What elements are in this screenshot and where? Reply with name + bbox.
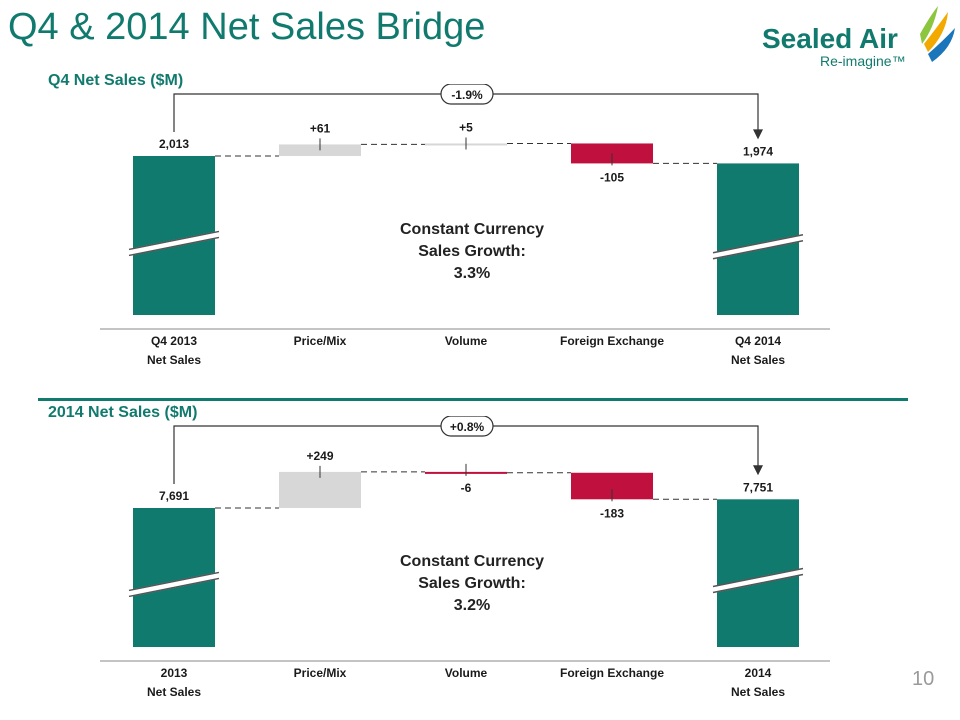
page-title: Q4 & 2014 Net Sales Bridge	[8, 6, 486, 48]
axis-break-line-a-4	[712, 567, 804, 588]
bar-value-label-3: -105	[600, 170, 624, 184]
section-divider	[38, 398, 908, 401]
ccg-text-2: 3.2%	[454, 597, 490, 614]
page-number: 10	[912, 668, 935, 690]
logo-tagline-text: Re-imagine™	[820, 53, 906, 69]
category-label-3-0: Foreign Exchange	[560, 666, 664, 680]
category-label-2-0: Volume	[445, 334, 488, 348]
axis-break-gap-4	[712, 234, 804, 260]
category-label-4-0: 2014	[745, 666, 772, 680]
change-percent-label: +0.8%	[450, 420, 485, 434]
axis-break-line-b-0	[128, 236, 220, 257]
category-label-1-0: Price/Mix	[294, 334, 347, 348]
bar-value-label-2: +5	[459, 120, 473, 134]
axis-break-line-b-4	[712, 240, 804, 260]
category-label-0-1: Net Sales	[147, 353, 201, 367]
change-arrowhead	[753, 129, 763, 140]
axis-break-gap-0	[128, 572, 220, 597]
ccg-text-0: Constant Currency	[400, 221, 544, 238]
category-label-0-1: Net Sales	[147, 685, 201, 699]
sealed-air-logo: Sealed Air Re-imagine™	[762, 4, 957, 72]
bar-value-label-4: 7,751	[743, 480, 773, 494]
category-label-4-1: Net Sales	[731, 685, 785, 699]
bar-value-label-0: 7,691	[159, 489, 189, 503]
axis-break-line-b-4	[712, 573, 804, 594]
ccg-text-2: 3.3%	[454, 265, 490, 282]
axis-break-line-a-0	[128, 230, 220, 251]
category-label-1-0: Price/Mix	[294, 666, 347, 680]
logo-sail-orange	[924, 12, 948, 52]
category-label-0-0: 2013	[161, 666, 188, 680]
logo-sail-green	[920, 6, 938, 44]
category-label-0-0: Q4 2013	[151, 334, 197, 348]
section-label-q4: Q4 Net Sales ($M)	[48, 72, 184, 89]
logo-mark: Sealed Air Re-imagine™	[762, 6, 955, 69]
axis-break-line-a-4	[712, 234, 804, 254]
annual-net-sales-bridge-chart: 7,691 +249 -6 -183 7,751 2013 Net Sales Price/M…	[100, 416, 830, 699]
axis-break-line-a-0	[128, 571, 220, 592]
ccg-text-1: Sales Growth:	[418, 575, 526, 592]
axis-break-gap-0	[128, 231, 220, 256]
change-arrowhead	[753, 465, 763, 476]
bar-value-label-2: -6	[461, 481, 472, 495]
bar-value-label-4: 1,974	[743, 144, 773, 158]
change-pill	[440, 416, 494, 437]
bar-value-label-1: +61	[310, 121, 331, 135]
bar-value-label-1: +249	[306, 449, 333, 463]
bar-1	[279, 471, 361, 508]
q4-net-sales-bridge-chart: 2,013 +61 +5 -105 1,974 Q4 2013 Net Sales Price…	[100, 84, 830, 367]
logo-sail-blue	[928, 28, 955, 62]
bar-value-label-3: -183	[600, 506, 624, 520]
category-label-3-0: Foreign Exchange	[560, 334, 664, 348]
axis-break-gap-4	[712, 568, 804, 593]
axis-break-line-b-0	[128, 577, 220, 598]
bar-value-label-0: 2,013	[159, 137, 189, 151]
ccg-text-0: Constant Currency	[400, 553, 544, 570]
section-label-2014: 2014 Net Sales ($M)	[48, 404, 198, 421]
change-percent-label: -1.9%	[451, 88, 483, 102]
ccg-text-1: Sales Growth:	[418, 243, 526, 260]
logo-brand-text: Sealed Air	[762, 23, 898, 54]
category-label-4-1: Net Sales	[731, 353, 785, 367]
category-label-4-0: Q4 2014	[735, 334, 781, 348]
category-label-2-0: Volume	[445, 666, 488, 680]
change-pill	[440, 84, 494, 105]
